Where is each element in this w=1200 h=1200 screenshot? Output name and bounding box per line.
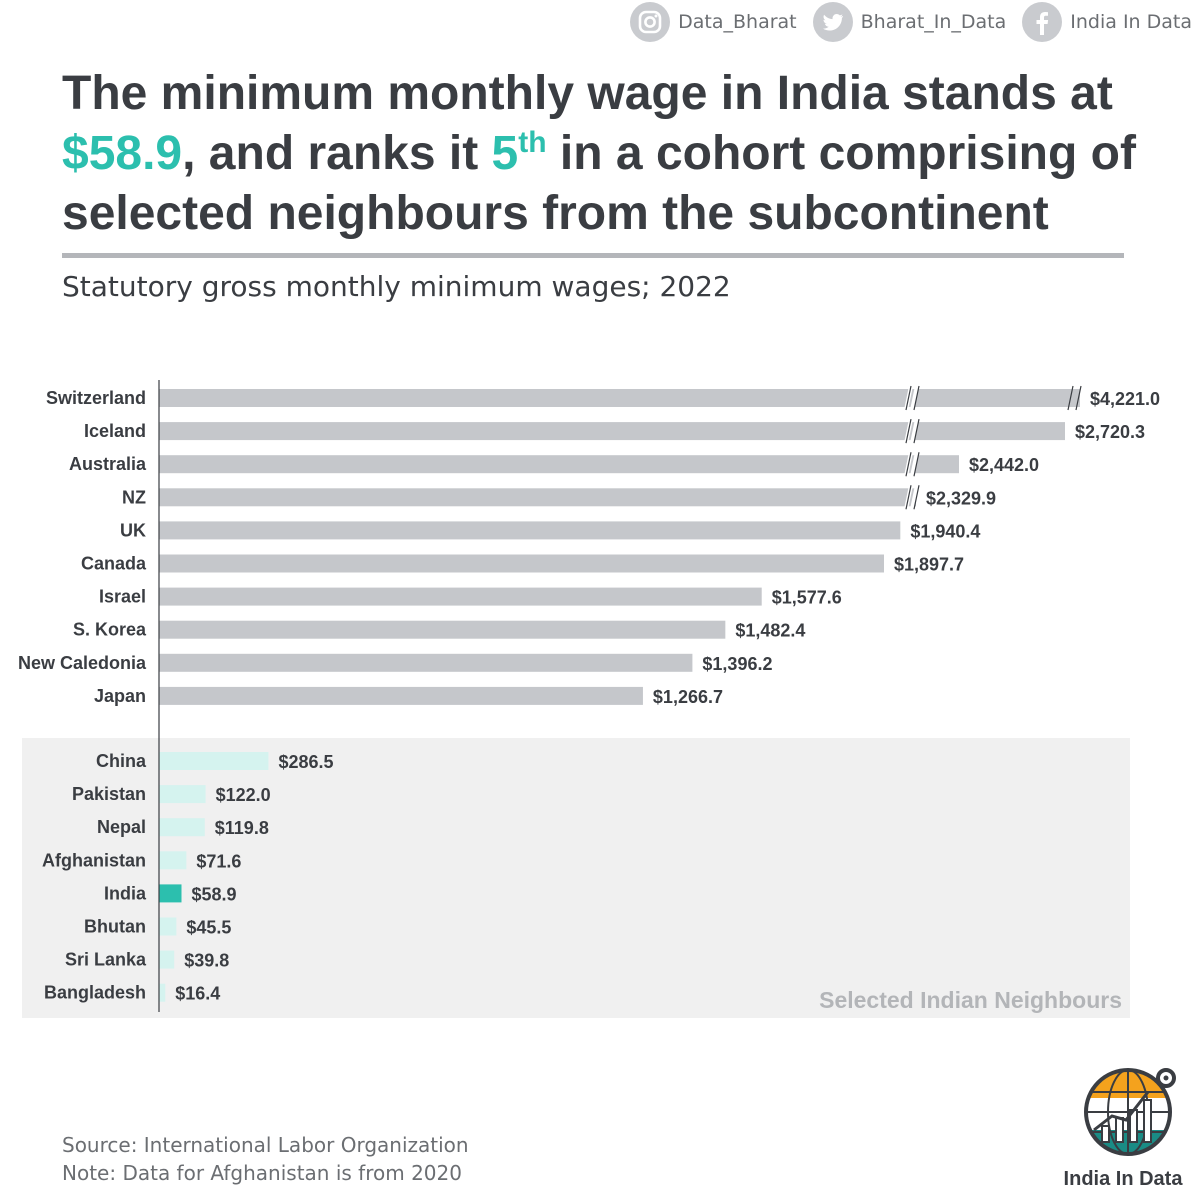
title-divider [62, 253, 1124, 258]
bar-switzerland [159, 389, 1080, 407]
value-label: $286.5 [278, 752, 333, 772]
category-label: Iceland [84, 421, 146, 441]
social-handles: Data_Bharat Bharat_In_Data India In Data [630, 0, 1192, 44]
bar-canada [159, 554, 884, 573]
axis-break-mark [1067, 385, 1082, 411]
neighbours-group-label: Selected Indian Neighbours [819, 987, 1122, 1013]
category-label: Canada [81, 554, 147, 574]
headline-part-1: The minimum monthly wage in India stands… [62, 67, 1113, 120]
category-label: Pakistan [72, 784, 146, 804]
category-label: Nepal [97, 817, 146, 837]
headline-rank: 5th [492, 127, 547, 180]
value-label: $2,442.0 [969, 455, 1039, 475]
bar-india [159, 884, 182, 903]
category-label: Japan [94, 686, 146, 706]
instagram-icon [630, 2, 671, 42]
value-label: $1,266.7 [653, 687, 723, 707]
bar-afghanistan [159, 851, 187, 870]
bar-nz [159, 488, 916, 507]
twitter-icon [812, 2, 853, 42]
data-note: Note: Data for Afghanistan is from 2020 [62, 1161, 462, 1185]
category-label: Bhutan [84, 917, 146, 937]
value-label: $119.8 [215, 818, 269, 838]
category-label: Australia [69, 454, 147, 474]
category-label: UK [120, 520, 146, 540]
bar-iceland [159, 422, 1065, 441]
value-label: $58.9 [192, 884, 237, 904]
bar-s-korea [159, 620, 726, 639]
social-handle: India In Data [1070, 11, 1192, 33]
category-label: Switzerland [46, 388, 146, 408]
category-label: Bangladesh [44, 983, 146, 1003]
wage-bar-chart: Selected Indian Neighbours Switzerland $4,… [18, 380, 1160, 1018]
category-label: China [96, 751, 147, 771]
bar-bangladesh [159, 983, 166, 1002]
value-label: $1,577.6 [772, 588, 842, 608]
headline: The minimum monthly wage in India stands… [62, 64, 1142, 244]
bar-uk [159, 521, 901, 540]
facebook-icon [1022, 2, 1063, 42]
value-label: $1,482.4 [735, 621, 805, 641]
headline-part-3: in a cohort comprising of selected neigh… [62, 127, 1136, 240]
value-label: $1,396.2 [702, 654, 772, 674]
category-label: India [104, 883, 147, 903]
bar-sri-lanka [159, 950, 175, 969]
category-label: Afghanistan [42, 850, 146, 870]
axis-break-mark [905, 452, 920, 477]
value-label: $45.5 [186, 918, 231, 938]
headline-wage: $58.9 [62, 127, 183, 180]
category-label: S. Korea [73, 620, 147, 640]
social-facebook[interactable]: India In Data [1022, 2, 1192, 42]
bar-china [159, 752, 269, 770]
social-handle: Bharat_In_Data [860, 11, 1007, 33]
bar-pakistan [159, 785, 206, 804]
category-label: Israel [99, 587, 146, 607]
value-label: $1,897.7 [894, 555, 964, 575]
headline-rank-number: 5 [491, 127, 519, 180]
social-handle: Data_Bharat [678, 11, 797, 33]
bar-new-caledonia [159, 653, 693, 672]
axis-break-mark [905, 418, 920, 444]
value-label: $39.8 [184, 951, 229, 971]
headline-rank-suffix: th [518, 126, 547, 159]
logo-text: India In Data [1063, 1168, 1183, 1190]
social-instagram[interactable]: Data_Bharat [630, 2, 797, 42]
bar-israel [159, 587, 762, 606]
headline-part-2: , and ranks it [182, 127, 492, 180]
value-label: $71.6 [196, 851, 241, 871]
bar-australia [159, 455, 959, 474]
value-label: $2,720.3 [1075, 422, 1145, 442]
bar-japan [159, 686, 643, 705]
bar-nepal [159, 818, 205, 837]
category-label: New Caledonia [18, 653, 147, 673]
category-label: NZ [122, 487, 146, 507]
value-label: $1,940.4 [910, 521, 980, 541]
axis-break-mark [905, 485, 920, 510]
value-label: $4,221.0 [1090, 389, 1160, 409]
source-note: Source: International Labor Organization [62, 1133, 469, 1157]
value-label: $2,329.9 [926, 488, 996, 508]
value-label: $122.0 [216, 785, 271, 805]
axis-break-mark [905, 385, 920, 411]
footer: Source: International Labor Organization… [62, 1131, 469, 1187]
neighbours-panel [22, 738, 1130, 1018]
category-label: Sri Lanka [65, 950, 147, 970]
value-label: $16.4 [175, 984, 220, 1004]
bar-bhutan [159, 917, 177, 936]
chart-subtitle: Statutory gross monthly minimum wages; 2… [62, 270, 731, 303]
social-twitter[interactable]: Bharat_In_Data [812, 2, 1007, 42]
india-in-data-logo [1084, 1068, 1176, 1156]
